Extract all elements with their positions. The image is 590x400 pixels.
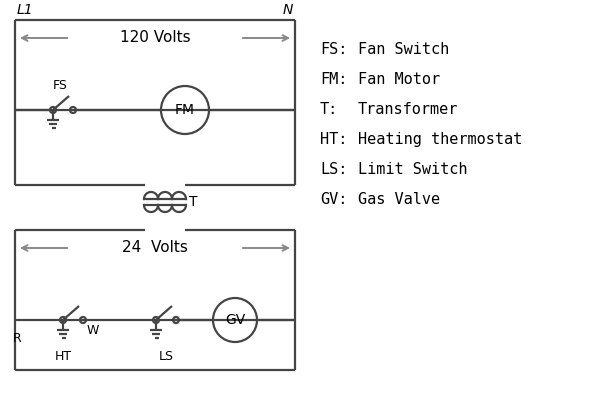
Text: Gas Valve: Gas Valve bbox=[358, 192, 440, 207]
Text: L1: L1 bbox=[17, 3, 34, 17]
Text: 24  Volts: 24 Volts bbox=[122, 240, 188, 256]
Text: Fan Switch: Fan Switch bbox=[358, 42, 449, 57]
Text: FS: FS bbox=[53, 79, 67, 92]
Text: W: W bbox=[87, 324, 99, 336]
Text: GV: GV bbox=[225, 313, 245, 327]
Text: Fan Motor: Fan Motor bbox=[358, 72, 440, 87]
Text: GV:: GV: bbox=[320, 192, 348, 207]
Text: Heating thermostat: Heating thermostat bbox=[358, 132, 522, 147]
Text: HT:: HT: bbox=[320, 132, 348, 147]
Text: LS: LS bbox=[159, 350, 173, 363]
Text: LS:: LS: bbox=[320, 162, 348, 177]
Text: FS:: FS: bbox=[320, 42, 348, 57]
Text: N: N bbox=[283, 3, 293, 17]
Text: FM:: FM: bbox=[320, 72, 348, 87]
Text: T:: T: bbox=[320, 102, 338, 117]
Text: HT: HT bbox=[54, 350, 71, 363]
Text: 120 Volts: 120 Volts bbox=[120, 30, 191, 46]
Text: R: R bbox=[12, 332, 21, 345]
Text: T: T bbox=[189, 195, 198, 209]
Text: Limit Switch: Limit Switch bbox=[358, 162, 467, 177]
Text: Transformer: Transformer bbox=[358, 102, 458, 117]
Text: FM: FM bbox=[175, 103, 195, 117]
